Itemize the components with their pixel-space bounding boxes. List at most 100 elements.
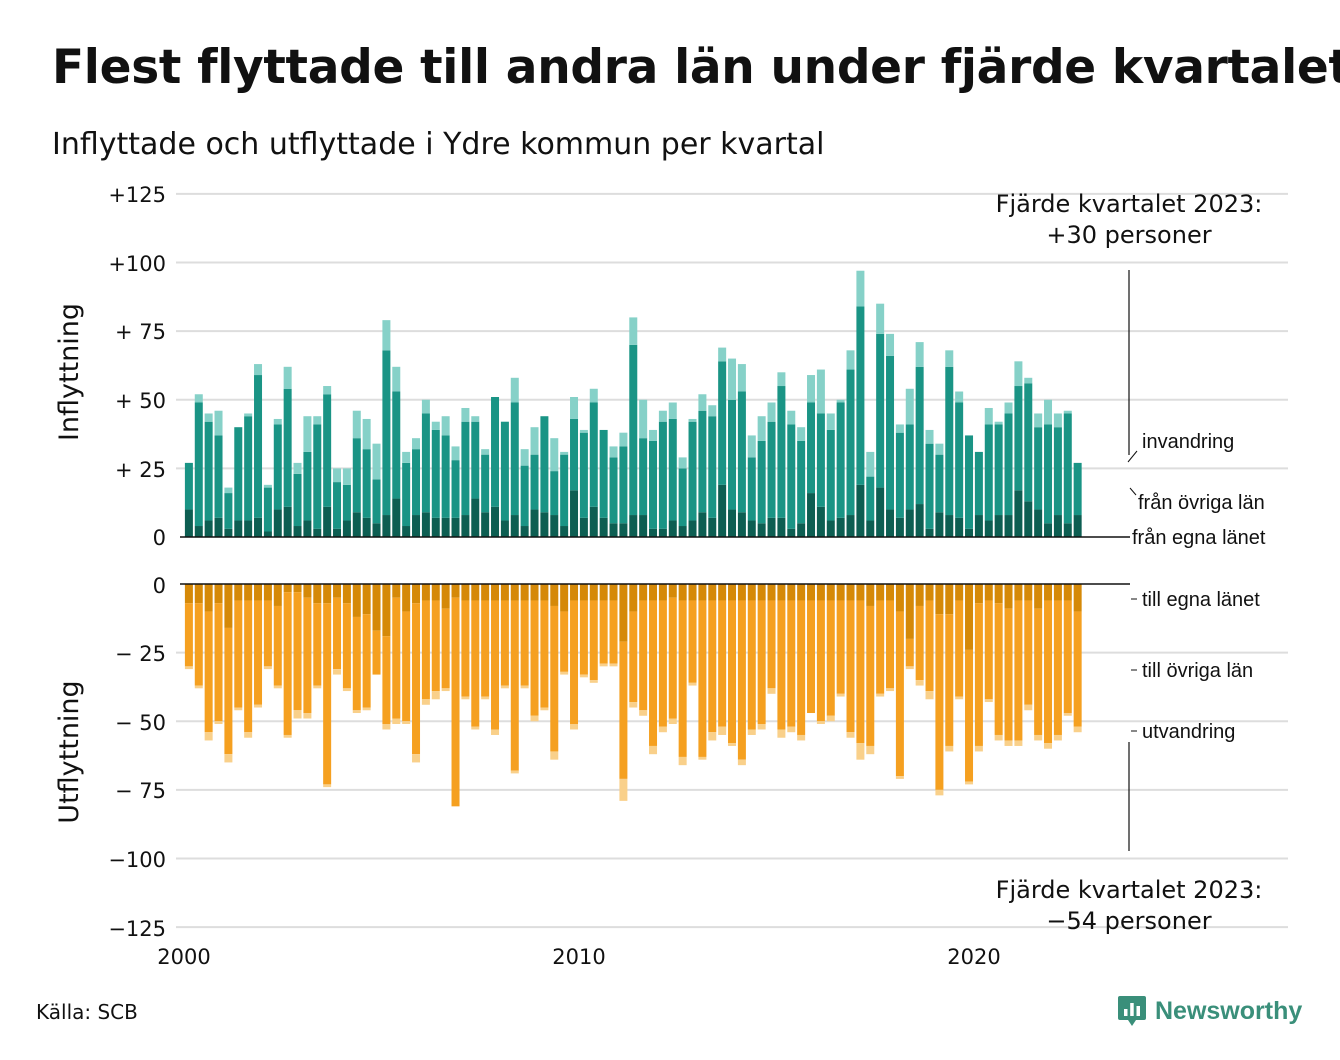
out-other-bar bbox=[293, 592, 302, 711]
in-own-bar bbox=[382, 515, 391, 537]
top-ytick-label: + 50 bbox=[115, 389, 166, 413]
out-own-bar bbox=[935, 584, 944, 615]
in-other-bar bbox=[244, 416, 253, 521]
in-own-bar bbox=[283, 506, 292, 537]
top-ylabel: Inflyttning bbox=[54, 303, 85, 441]
out-own-bar bbox=[303, 584, 312, 598]
in-own-bar bbox=[826, 520, 835, 537]
out-own-bar bbox=[1053, 584, 1062, 601]
out-other-bar bbox=[303, 597, 312, 714]
in-other-bar bbox=[866, 476, 875, 521]
out-abroad-bar bbox=[481, 696, 490, 700]
in-own-bar bbox=[471, 498, 480, 537]
in-abroad-bar bbox=[619, 432, 628, 447]
in-other-bar bbox=[737, 391, 746, 513]
in-other-bar bbox=[856, 306, 865, 485]
out-abroad-bar bbox=[333, 669, 342, 675]
out-other-bar bbox=[876, 600, 885, 694]
in-own-bar bbox=[1073, 515, 1082, 537]
in-own-bar bbox=[1034, 509, 1043, 537]
series-label-own-in: från egna länet bbox=[1132, 527, 1266, 549]
out-other-bar bbox=[1034, 608, 1043, 735]
in-other-bar bbox=[658, 421, 667, 529]
in-own-bar bbox=[570, 490, 579, 537]
out-own-bar bbox=[886, 584, 895, 601]
in-other-bar bbox=[728, 399, 737, 510]
in-other-bar bbox=[570, 418, 579, 491]
out-other-bar bbox=[491, 600, 500, 730]
out-other-bar bbox=[560, 611, 569, 672]
out-other-bar bbox=[500, 600, 509, 686]
out-other-bar bbox=[599, 600, 608, 664]
in-abroad-bar bbox=[412, 438, 421, 450]
in-own-bar bbox=[1014, 490, 1023, 537]
label-leader bbox=[1127, 450, 1138, 463]
in-other-bar bbox=[757, 440, 766, 524]
out-abroad-bar bbox=[1024, 704, 1033, 711]
out-own-bar bbox=[313, 584, 322, 604]
in-abroad-bar bbox=[570, 397, 579, 419]
in-abroad-bar bbox=[372, 443, 381, 480]
in-own-bar bbox=[234, 520, 243, 537]
out-own-bar bbox=[520, 584, 529, 601]
out-own-bar bbox=[441, 584, 450, 609]
in-abroad-bar bbox=[807, 375, 816, 403]
out-abroad-bar bbox=[1004, 740, 1013, 746]
out-other-bar bbox=[441, 608, 450, 689]
series-label-other-out: till övriga län bbox=[1142, 660, 1253, 682]
in-own-bar bbox=[431, 517, 440, 537]
out-other-bar bbox=[362, 614, 371, 708]
out-other-bar bbox=[658, 600, 667, 727]
out-own-bar bbox=[1034, 584, 1043, 609]
in-other-bar bbox=[935, 454, 944, 513]
in-abroad-bar bbox=[698, 394, 707, 411]
out-other-bar bbox=[1073, 611, 1082, 727]
in-other-bar bbox=[421, 413, 430, 513]
in-own-bar bbox=[965, 528, 974, 537]
in-other-bar bbox=[955, 402, 964, 518]
in-own-bar bbox=[184, 509, 193, 537]
in-other-bar bbox=[1073, 462, 1082, 516]
out-own-bar bbox=[589, 584, 598, 601]
in-other-bar bbox=[925, 443, 934, 529]
in-other-bar bbox=[629, 344, 638, 516]
in-own-bar bbox=[737, 512, 746, 537]
out-abroad-bar bbox=[886, 688, 895, 692]
in-abroad-bar bbox=[293, 462, 302, 474]
top-ytick-label: 0 bbox=[153, 526, 166, 550]
out-other-bar bbox=[886, 600, 895, 689]
in-other-bar bbox=[352, 438, 361, 513]
out-abroad-bar bbox=[234, 707, 243, 711]
in-own-bar bbox=[1063, 523, 1072, 537]
grid-lines bbox=[176, 192, 1288, 929]
out-own-bar bbox=[807, 584, 816, 601]
in-other-bar bbox=[333, 482, 342, 529]
out-own-bar bbox=[481, 584, 490, 601]
out-other-bar bbox=[194, 603, 203, 686]
out-abroad-bar bbox=[382, 723, 391, 730]
out-other-bar bbox=[816, 600, 825, 722]
in-abroad-bar bbox=[244, 413, 253, 417]
out-own-bar bbox=[974, 584, 983, 604]
top-ytick-label: +100 bbox=[108, 252, 166, 276]
in-own-bar bbox=[698, 512, 707, 537]
out-other-bar bbox=[974, 603, 983, 746]
out-abroad-bar bbox=[698, 756, 707, 760]
out-own-bar bbox=[283, 584, 292, 593]
in-abroad-bar bbox=[688, 418, 697, 422]
in-other-bar bbox=[520, 465, 529, 527]
in-own-bar bbox=[451, 517, 460, 537]
in-other-bar bbox=[807, 402, 816, 494]
in-abroad-bar bbox=[1063, 410, 1072, 414]
in-own-bar bbox=[955, 517, 964, 537]
in-other-bar bbox=[204, 421, 213, 521]
out-abroad-bar bbox=[965, 781, 974, 785]
out-other-bar bbox=[649, 600, 658, 746]
out-own-bar bbox=[1063, 584, 1072, 601]
out-other-bar bbox=[263, 600, 272, 667]
out-abroad-bar bbox=[737, 759, 746, 766]
out-other-bar bbox=[461, 600, 470, 697]
in-own-bar bbox=[214, 517, 223, 537]
out-other-bar bbox=[994, 603, 1003, 735]
bottom-ylabel: Utflyttning bbox=[54, 680, 85, 823]
